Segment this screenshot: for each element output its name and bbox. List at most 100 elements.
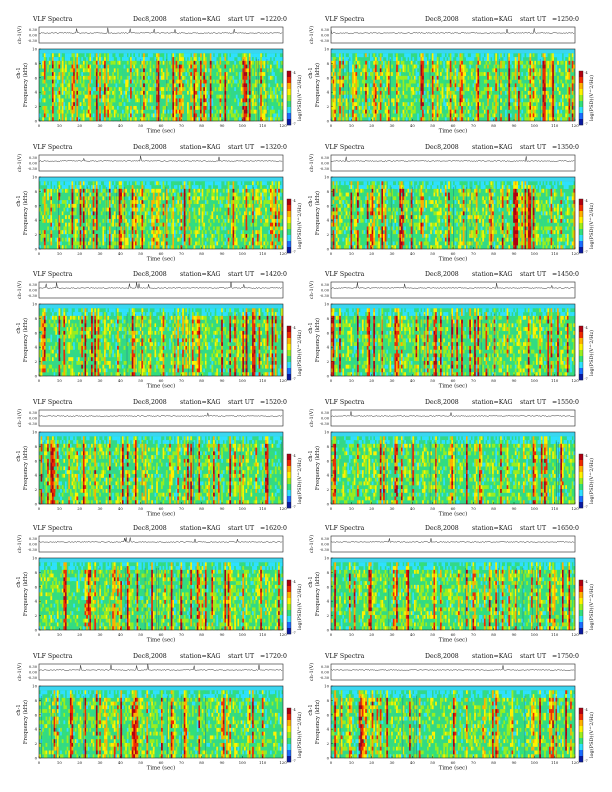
spectrogram-cell (141, 226, 144, 231)
spectrogram-cell (172, 83, 175, 88)
spectrogram-cell (117, 79, 119, 84)
spectrogram-cell (235, 113, 238, 118)
spectrogram-cell (123, 98, 126, 103)
spectrogram-cell (334, 94, 337, 99)
spectrogram-cell (152, 241, 155, 246)
spectrogram-cell (63, 68, 66, 73)
spectrogram-cell (488, 57, 491, 61)
spectrogram-cell (477, 109, 480, 114)
spectrogram-cell (61, 215, 64, 220)
spectrogram-cell (371, 87, 374, 92)
spectrogram-cell (60, 215, 62, 220)
spectrogram-cell (229, 109, 232, 114)
spectrogram-cell (467, 75, 470, 80)
spectrogram-cell (198, 105, 201, 110)
spectrogram-cell (511, 87, 514, 92)
spectrogram-cell (235, 64, 238, 69)
spectrogram-cell (417, 117, 419, 122)
spectrogram-cell (457, 57, 460, 61)
spectrogram-cell (350, 68, 353, 73)
spectrogram-cell (71, 105, 74, 110)
spectrogram-cell (384, 75, 387, 80)
spectrogram-cell (82, 60, 85, 65)
spectrogram-cell (256, 102, 259, 107)
spectrogram-cell (40, 218, 43, 223)
spectrogram-cell (439, 102, 442, 107)
spectrogram-cell (178, 64, 181, 69)
spectrogram-cell (43, 207, 46, 212)
spectrogram-cell (110, 181, 113, 186)
spectrogram-cell (71, 113, 74, 118)
spectrogram-cell (269, 68, 272, 73)
spectrogram-cell (157, 188, 160, 193)
spectrogram-cell (82, 75, 85, 80)
spectrogram-cell (479, 60, 481, 65)
spectrogram-cell (399, 64, 402, 69)
spectrogram-cell (107, 68, 110, 73)
spectrogram-cell (138, 222, 141, 227)
spectrogram-cell (58, 75, 61, 80)
spectrogram-cell (170, 211, 173, 216)
spectrogram-cell (237, 87, 240, 92)
spectrogram-cell (449, 75, 452, 80)
spectrogram-cell (45, 53, 48, 58)
spectrogram-cell (232, 102, 235, 107)
spectrogram-cell (112, 64, 114, 69)
spectrogram-cell (138, 117, 141, 122)
spectrogram-cell (60, 230, 62, 235)
spectrogram-cell (495, 68, 498, 73)
spectrogram-cell (261, 68, 264, 73)
spectrogram-cell (537, 98, 540, 103)
spectrogram-cell (68, 102, 71, 107)
spectrogram-cell (95, 53, 98, 58)
spectrogram-cell (449, 98, 452, 103)
spectrogram-cell (86, 181, 88, 186)
spectrogram-cell (269, 90, 272, 95)
spectrogram-cell (219, 53, 222, 58)
spectrogram-cell (125, 105, 127, 110)
spectrogram-cell (379, 57, 382, 61)
spectrogram-cell (187, 192, 189, 197)
spectrogram-cell (553, 109, 556, 114)
spectrogram-cell (258, 68, 261, 73)
spectrogram-cell (454, 79, 457, 84)
spectrogram-cell (461, 105, 463, 110)
spectrogram-cell (121, 196, 124, 201)
spectrogram-cell (357, 53, 359, 58)
spectrogram-cell (87, 83, 90, 88)
spectrogram-cell (141, 185, 144, 189)
spectrogram-cell (492, 117, 494, 122)
spectrogram-cell (167, 181, 170, 186)
spectrogram-cell (157, 90, 160, 95)
spectrogram-cell (248, 79, 251, 84)
spectrogram-cell (221, 60, 223, 65)
spectrogram-cell (42, 215, 45, 220)
spectrogram-cell (118, 105, 121, 110)
spectrogram-cell (45, 105, 48, 110)
spectrogram-cell (379, 53, 382, 58)
spectrogram-cell (383, 98, 385, 103)
spectrogram-cell (50, 241, 53, 246)
spectrogram-cell (449, 113, 452, 118)
spectrogram-cell (519, 102, 522, 107)
spectrogram-cell (172, 241, 175, 246)
spectrogram-cell (255, 94, 258, 99)
spectrogram-cell (47, 185, 49, 189)
spectrogram-cell (550, 105, 553, 110)
spectrogram-cell (39, 68, 41, 73)
spectrogram-cell (381, 75, 384, 80)
panel-station: station=KAG (472, 16, 513, 23)
spectrogram-cell (52, 105, 54, 110)
spectrogram-cell (474, 98, 476, 103)
spectrogram-cell (531, 94, 533, 99)
spectrogram-cell (513, 94, 515, 99)
spectrogram-cell (112, 90, 114, 95)
spectrogram-cell (213, 72, 215, 77)
spectrogram-cell (347, 75, 350, 80)
spectrogram-cell (561, 94, 564, 99)
spectrogram-cell (126, 64, 129, 69)
spectrogram-cell (190, 60, 193, 65)
spectrogram-cell (490, 72, 493, 77)
spectrogram-cell (45, 98, 48, 103)
spectrogram-cell (108, 57, 111, 61)
